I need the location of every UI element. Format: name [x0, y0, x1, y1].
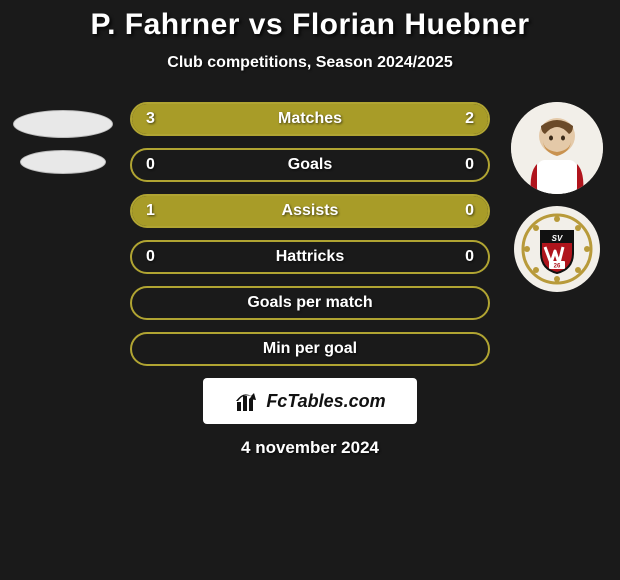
- stat-value-right: 0: [465, 156, 474, 174]
- left-club-logo-placeholder: [20, 150, 106, 174]
- stat-value-left: 1: [146, 202, 155, 220]
- stat-value-right: 2: [465, 110, 474, 128]
- right-player-column: SV 26: [504, 102, 610, 292]
- comparison-card: P. Fahrner vs Florian Huebner Club compe…: [0, 0, 620, 458]
- club-crest-icon: SV 26: [521, 213, 593, 285]
- stat-bar-min-per-goal: Min per goal: [130, 332, 490, 366]
- date-line: 4 november 2024: [0, 438, 620, 458]
- stat-label: Hattricks: [276, 248, 344, 266]
- brand-logo-icon: [234, 388, 260, 414]
- left-player-avatar-placeholder: [13, 110, 113, 138]
- brand-text: FcTables.com: [266, 391, 385, 412]
- stat-value-right: 0: [465, 202, 474, 220]
- season-subtitle: Club competitions, Season 2024/2025: [0, 54, 620, 72]
- stat-bar-goals: 0 Goals 0: [130, 148, 490, 182]
- stat-value-right: 0: [465, 248, 474, 266]
- main-row: 3 Matches 2 0 Goals 0 1 Assists 0 0 Hattricks 0 Goal…: [0, 102, 620, 366]
- stat-bar-goals-per-match: Goals per match: [130, 286, 490, 320]
- stat-bar-assists: 1 Assists 0: [130, 194, 490, 228]
- page-title: P. Fahrner vs Florian Huebner: [0, 8, 620, 42]
- svg-text:SV: SV: [552, 234, 563, 243]
- right-club-logo: SV 26: [514, 206, 600, 292]
- stats-column: 3 Matches 2 0 Goals 0 1 Assists 0 0 Hattricks 0 Goal…: [130, 102, 490, 366]
- stat-label: Matches: [278, 110, 342, 128]
- stat-label: Goals per match: [247, 294, 372, 312]
- svg-text:26: 26: [554, 264, 561, 270]
- stat-bar-hattricks: 0 Hattricks 0: [130, 240, 490, 274]
- left-player-column: [10, 102, 116, 174]
- stat-bar-matches: 3 Matches 2: [130, 102, 490, 136]
- avatar-icon: [511, 102, 603, 194]
- stat-value-left: 3: [146, 110, 155, 128]
- right-player-avatar: [511, 102, 603, 194]
- stat-label: Goals: [288, 156, 332, 174]
- brand-badge[interactable]: FcTables.com: [203, 378, 417, 424]
- stat-label: Min per goal: [263, 340, 357, 358]
- stat-label: Assists: [282, 202, 339, 220]
- stat-value-left: 0: [146, 248, 155, 266]
- stat-value-left: 0: [146, 156, 155, 174]
